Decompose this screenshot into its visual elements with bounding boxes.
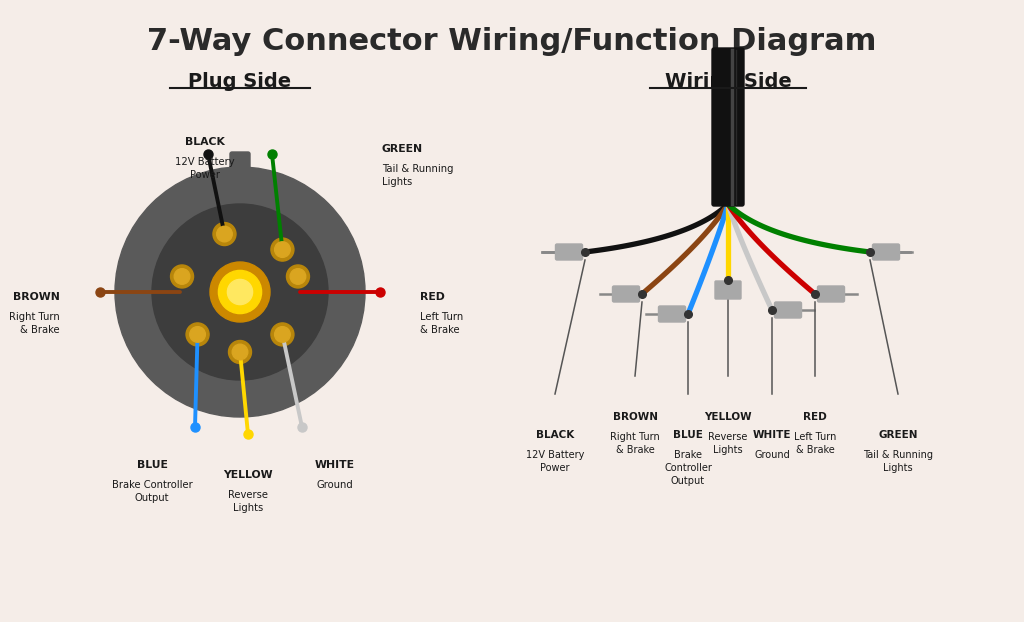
FancyBboxPatch shape xyxy=(230,152,250,174)
Circle shape xyxy=(189,327,206,342)
FancyBboxPatch shape xyxy=(555,244,583,260)
Circle shape xyxy=(186,323,209,346)
Text: RED: RED xyxy=(420,292,444,302)
FancyBboxPatch shape xyxy=(612,286,640,302)
Text: Right Turn
& Brake: Right Turn & Brake xyxy=(610,432,659,455)
Circle shape xyxy=(218,271,261,313)
Circle shape xyxy=(290,269,306,284)
FancyBboxPatch shape xyxy=(712,48,744,206)
FancyBboxPatch shape xyxy=(774,302,802,318)
Circle shape xyxy=(210,262,270,322)
Circle shape xyxy=(174,269,189,284)
Circle shape xyxy=(217,226,232,242)
Text: BLACK: BLACK xyxy=(185,137,225,147)
FancyBboxPatch shape xyxy=(658,306,685,322)
Text: YELLOW: YELLOW xyxy=(705,412,752,422)
Text: BROWN: BROWN xyxy=(612,412,657,422)
Text: Right Turn
& Brake: Right Turn & Brake xyxy=(9,312,60,335)
Text: Plug Side: Plug Side xyxy=(188,72,292,91)
Text: Brake
Controller
Output: Brake Controller Output xyxy=(664,450,712,486)
Text: Ground: Ground xyxy=(754,450,790,460)
Text: Reverse
Lights: Reverse Lights xyxy=(228,490,268,513)
Circle shape xyxy=(232,344,248,360)
Text: WHITE: WHITE xyxy=(753,430,792,440)
Circle shape xyxy=(274,242,290,258)
Circle shape xyxy=(213,223,236,246)
Text: BROWN: BROWN xyxy=(13,292,60,302)
FancyBboxPatch shape xyxy=(872,244,899,260)
Text: Left Turn
& Brake: Left Turn & Brake xyxy=(794,432,837,455)
Text: Tail & Running
Lights: Tail & Running Lights xyxy=(863,450,933,473)
Text: Brake Controller
Output: Brake Controller Output xyxy=(112,480,193,503)
Text: Wiring Side: Wiring Side xyxy=(665,72,792,91)
Circle shape xyxy=(274,327,290,342)
Text: Reverse
Lights: Reverse Lights xyxy=(709,432,748,455)
Circle shape xyxy=(152,204,328,380)
Text: 12V Battery
Power: 12V Battery Power xyxy=(525,450,584,473)
Circle shape xyxy=(271,323,294,346)
Text: Tail & Running
Lights: Tail & Running Lights xyxy=(382,164,454,187)
Text: GREEN: GREEN xyxy=(879,430,918,440)
Circle shape xyxy=(228,340,252,363)
Text: BLUE: BLUE xyxy=(673,430,702,440)
Circle shape xyxy=(287,265,309,288)
Text: YELLOW: YELLOW xyxy=(223,470,272,480)
Text: Ground: Ground xyxy=(316,480,353,490)
Text: BLUE: BLUE xyxy=(136,460,168,470)
Text: BLACK: BLACK xyxy=(536,430,574,440)
FancyBboxPatch shape xyxy=(817,286,845,302)
Text: GREEN: GREEN xyxy=(382,144,423,154)
Text: Left Turn
& Brake: Left Turn & Brake xyxy=(420,312,463,335)
FancyBboxPatch shape xyxy=(715,281,741,299)
Text: WHITE: WHITE xyxy=(315,460,355,470)
Circle shape xyxy=(171,265,194,288)
Text: 7-Way Connector Wiring/Function Diagram: 7-Way Connector Wiring/Function Diagram xyxy=(147,27,877,56)
Text: RED: RED xyxy=(803,412,826,422)
Text: 12V Battery
Power: 12V Battery Power xyxy=(175,157,234,180)
Circle shape xyxy=(271,238,294,261)
Circle shape xyxy=(227,279,253,305)
Circle shape xyxy=(115,167,365,417)
